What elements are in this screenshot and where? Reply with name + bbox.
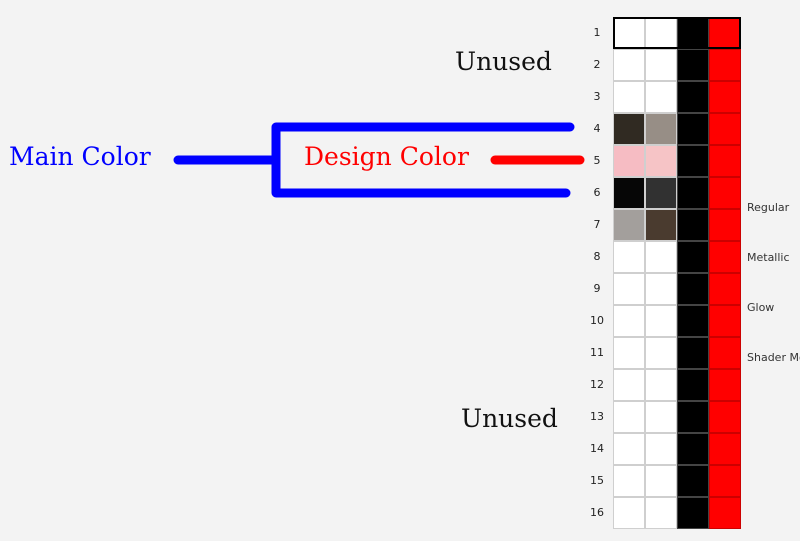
row-number: 16 [590,506,604,519]
color-swatch-main[interactable] [613,17,645,49]
color-swatch-main[interactable] [613,305,645,337]
color-swatch-red[interactable] [709,337,741,369]
row-number: 3 [593,90,601,103]
row-number: 8 [593,250,601,263]
color-swatch-black[interactable] [677,241,709,273]
color-swatch-design[interactable] [645,465,677,497]
unused-top-label: Unused [455,47,552,76]
color-swatch-red[interactable] [709,81,741,113]
mode-label-regular: Regular [747,201,790,214]
color-swatch-main[interactable] [613,273,645,305]
color-swatch-design[interactable] [645,49,677,81]
color-swatch-black[interactable] [677,337,709,369]
row-number: 12 [590,378,604,391]
row-number: 14 [590,442,604,455]
row-number: 10 [590,314,604,327]
color-swatch-black[interactable] [677,81,709,113]
color-swatch-main[interactable] [613,497,645,529]
row-number: 1 [593,26,601,39]
color-swatch-black[interactable] [677,209,709,241]
color-swatch-design[interactable] [645,241,677,273]
color-swatch-design[interactable] [645,145,677,177]
color-swatch-red[interactable] [709,177,741,209]
color-swatch-design[interactable] [645,209,677,241]
color-swatch-red[interactable] [709,49,741,81]
mode-label-shader: Shader Mo [747,351,800,364]
color-swatch-black[interactable] [677,465,709,497]
row-number: 11 [590,346,604,359]
color-swatch-main[interactable] [613,337,645,369]
color-swatch-design[interactable] [645,81,677,113]
row-number: 5 [593,154,601,167]
color-swatch-black[interactable] [677,273,709,305]
color-swatch-black[interactable] [677,177,709,209]
color-swatch-black[interactable] [677,113,709,145]
color-swatch-main[interactable] [613,401,645,433]
color-swatch-black[interactable] [677,49,709,81]
unused-bottom-label: Unused [461,404,558,433]
color-swatch-red[interactable] [709,465,741,497]
color-swatch-black[interactable] [677,369,709,401]
color-swatch-red[interactable] [709,273,741,305]
color-swatch-main[interactable] [613,113,645,145]
color-swatch-design[interactable] [645,305,677,337]
color-swatch-red[interactable] [709,145,741,177]
color-swatch-red[interactable] [709,209,741,241]
color-swatch-design[interactable] [645,433,677,465]
main-color-label: Main Color [9,142,151,171]
mode-label-glow: Glow [747,301,775,314]
row-number: 9 [593,282,601,295]
row-number: 7 [593,218,601,231]
color-swatch-main[interactable] [613,49,645,81]
color-swatch-design[interactable] [645,497,677,529]
color-swatch-design[interactable] [645,17,677,49]
row-number: 15 [590,474,604,487]
row-number: 13 [590,410,604,423]
color-swatch-main[interactable] [613,241,645,273]
color-swatch-main[interactable] [613,433,645,465]
color-swatch-black[interactable] [677,145,709,177]
color-swatch-red[interactable] [709,369,741,401]
color-swatch-main[interactable] [613,369,645,401]
selected-row-outline [613,17,741,49]
row-number: 4 [593,122,601,135]
color-swatch-main[interactable] [613,209,645,241]
row-number: 6 [593,186,601,199]
color-swatch-black[interactable] [677,433,709,465]
design-color-label: Design Color [304,142,469,171]
color-swatch-design[interactable] [645,177,677,209]
main-color-bracket [173,122,575,198]
color-swatch-main[interactable] [613,177,645,209]
mode-label-metallic: Metallic [747,251,790,264]
color-swatch-red[interactable] [709,497,741,529]
color-swatch-main[interactable] [613,145,645,177]
color-swatch-red[interactable] [709,433,741,465]
color-swatch-black[interactable] [677,497,709,529]
color-swatch-black[interactable] [677,17,709,49]
color-swatch-red[interactable] [709,305,741,337]
color-swatch-design[interactable] [645,401,677,433]
color-swatch-design[interactable] [645,369,677,401]
color-swatch-red[interactable] [709,241,741,273]
color-swatch-black[interactable] [677,401,709,433]
color-swatch-red[interactable] [709,113,741,145]
color-swatch-main[interactable] [613,465,645,497]
color-swatch-main[interactable] [613,81,645,113]
color-swatch-design[interactable] [645,273,677,305]
color-swatch-design[interactable] [645,113,677,145]
color-swatch-design[interactable] [645,337,677,369]
color-swatch-black[interactable] [677,305,709,337]
color-swatch-red[interactable] [709,401,741,433]
row-number: 2 [593,58,601,71]
